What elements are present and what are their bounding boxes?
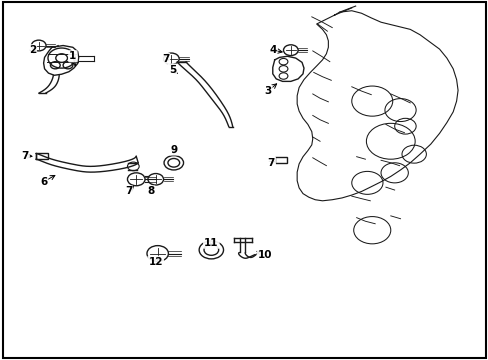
Text: 4: 4	[268, 45, 276, 55]
Bar	[274, 157, 286, 163]
Text: 11: 11	[203, 238, 218, 248]
Bar	[36, 153, 48, 159]
Text: 2: 2	[29, 45, 36, 55]
Text: 9: 9	[170, 144, 177, 154]
Text: 1: 1	[69, 51, 76, 61]
Text: 7: 7	[267, 158, 274, 168]
Text: 5: 5	[168, 64, 176, 75]
Text: 7: 7	[124, 186, 132, 197]
Text: 8: 8	[147, 186, 154, 197]
Text: 3: 3	[264, 86, 271, 96]
Text: 7: 7	[21, 150, 29, 161]
Text: 12: 12	[148, 257, 163, 267]
Text: 7: 7	[162, 54, 169, 64]
Text: 6: 6	[40, 177, 47, 187]
Text: 10: 10	[257, 249, 272, 260]
